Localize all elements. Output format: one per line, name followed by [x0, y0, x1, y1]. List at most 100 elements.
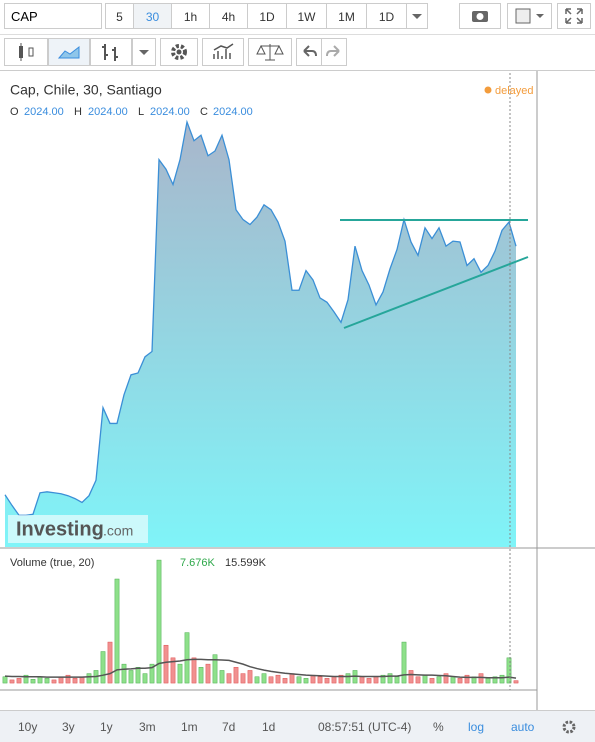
ohlc-value: 2024.00: [213, 106, 253, 118]
volume-bar: [345, 673, 351, 684]
area-button[interactable]: [48, 38, 90, 66]
range-button[interactable]: 3y: [62, 720, 75, 734]
volume-bar: [478, 673, 484, 684]
interval-button[interactable]: 1D: [366, 3, 407, 29]
svg-text:Investing: Investing: [16, 518, 104, 540]
volume-bar: [415, 676, 421, 684]
volume-bar: [296, 676, 302, 684]
interval-button[interactable]: 1D: [247, 3, 287, 29]
volume-bar: [205, 663, 211, 684]
volume-bar: [366, 678, 372, 684]
interval-button[interactable]: 1W: [286, 3, 327, 29]
range-button[interactable]: 3m: [139, 720, 156, 734]
range-button[interactable]: 7d: [222, 720, 236, 734]
volume-bar: [443, 673, 449, 684]
undo-button[interactable]: [296, 38, 322, 66]
ohlc-value: 2024.00: [88, 106, 128, 118]
volume-bar: [485, 678, 491, 684]
volume-bar: [394, 676, 400, 684]
volume-bar: [100, 651, 106, 684]
volume-bar: [513, 680, 519, 684]
volume-bar: [338, 674, 344, 684]
range-button[interactable]: 1y: [100, 720, 113, 734]
volume-bar: [170, 657, 176, 684]
snapshot-button[interactable]: [459, 3, 501, 29]
volume-title: Volume (true, 20): [10, 557, 94, 569]
log-toggle[interactable]: log: [468, 720, 485, 734]
volume-bar: [135, 667, 141, 684]
color-button[interactable]: [507, 3, 552, 29]
redo-button[interactable]: [321, 38, 347, 66]
volume-value: 7.676K: [180, 557, 216, 569]
volume-bar: [506, 657, 512, 684]
interval-button[interactable]: 30: [133, 3, 172, 29]
bars-button[interactable]: [90, 38, 132, 66]
ohlc-key: L: [138, 106, 144, 118]
price-line: [4, 119, 517, 516]
volume-bar: [23, 674, 29, 684]
status: delayed: [495, 85, 534, 97]
range-button[interactable]: 1m: [181, 720, 198, 734]
ohlc-value: 2024.00: [150, 106, 190, 118]
settings-icon[interactable]: [560, 718, 578, 736]
volume-bar: [37, 676, 43, 684]
range-button[interactable]: 10y: [18, 720, 38, 734]
percent-toggle[interactable]: %: [433, 720, 444, 734]
volume-bar: [114, 578, 120, 684]
volume-bar: [156, 559, 162, 684]
volume-bar: [128, 670, 134, 684]
volume-bar: [51, 679, 57, 684]
status-dot: [484, 86, 492, 94]
volume-bar: [149, 663, 155, 684]
compare-button[interactable]: [248, 38, 292, 66]
volume-bar: [184, 632, 190, 684]
interval-button[interactable]: 1M: [326, 3, 367, 29]
fullscreen-button[interactable]: [557, 3, 591, 29]
volume-bar: [450, 676, 456, 684]
volume-bar: [226, 673, 232, 684]
volume-bar: [373, 676, 379, 684]
volume-bar: [212, 654, 218, 684]
volume-bar: [359, 676, 365, 684]
volume-bar: [387, 673, 393, 684]
auto-toggle[interactable]: auto: [511, 720, 535, 734]
clock: 08:57:51 (UTC-4): [318, 720, 412, 734]
settings-button[interactable]: [160, 38, 198, 66]
ohlc-value: 2024.00: [24, 106, 64, 118]
interval-button[interactable]: 1h: [171, 3, 210, 29]
volume-bar: [30, 679, 36, 684]
volume-bar: [2, 676, 8, 684]
volume-bar: [303, 678, 309, 684]
volume-bar: [44, 678, 50, 684]
volume-bar: [107, 641, 113, 684]
volume-bar: [408, 670, 414, 684]
volume-bar: [268, 676, 274, 684]
svg-text:.com: .com: [103, 523, 133, 539]
bottom-toolbar: 10y 3y 1y 3m 1m 7d 1d 08:57:51 (UTC-4) %…: [0, 710, 595, 742]
interval-button[interactable]: 5: [105, 3, 134, 29]
symbol-input[interactable]: CAP: [4, 3, 102, 29]
volume-bar: [331, 676, 337, 684]
volume-bar: [317, 676, 323, 684]
volume-bar: [163, 644, 169, 684]
interval-button[interactable]: 4h: [209, 3, 248, 29]
volume-bar: [380, 674, 386, 684]
volume-bar: [121, 663, 127, 684]
rising-trendline[interactable]: [343, 256, 529, 329]
volume-bar: [289, 673, 295, 684]
volume-bar: [282, 678, 288, 684]
candles-button[interactable]: [4, 38, 48, 66]
volume-bar: [324, 678, 330, 684]
volume-bar: [9, 679, 15, 684]
volume-bar: [464, 674, 470, 684]
indicators-button[interactable]: [202, 38, 244, 66]
volume-ma-value: 15.599K: [225, 557, 267, 569]
interval-dropdown[interactable]: [406, 3, 428, 29]
top-toolbar: CAP 5 30 1h 4h 1D 1W 1M 1D: [0, 0, 595, 35]
type-dropdown[interactable]: [132, 38, 156, 66]
volume-bar: [499, 674, 505, 684]
range-button[interactable]: 1d: [262, 720, 276, 734]
ohlc-key: O: [10, 106, 19, 118]
